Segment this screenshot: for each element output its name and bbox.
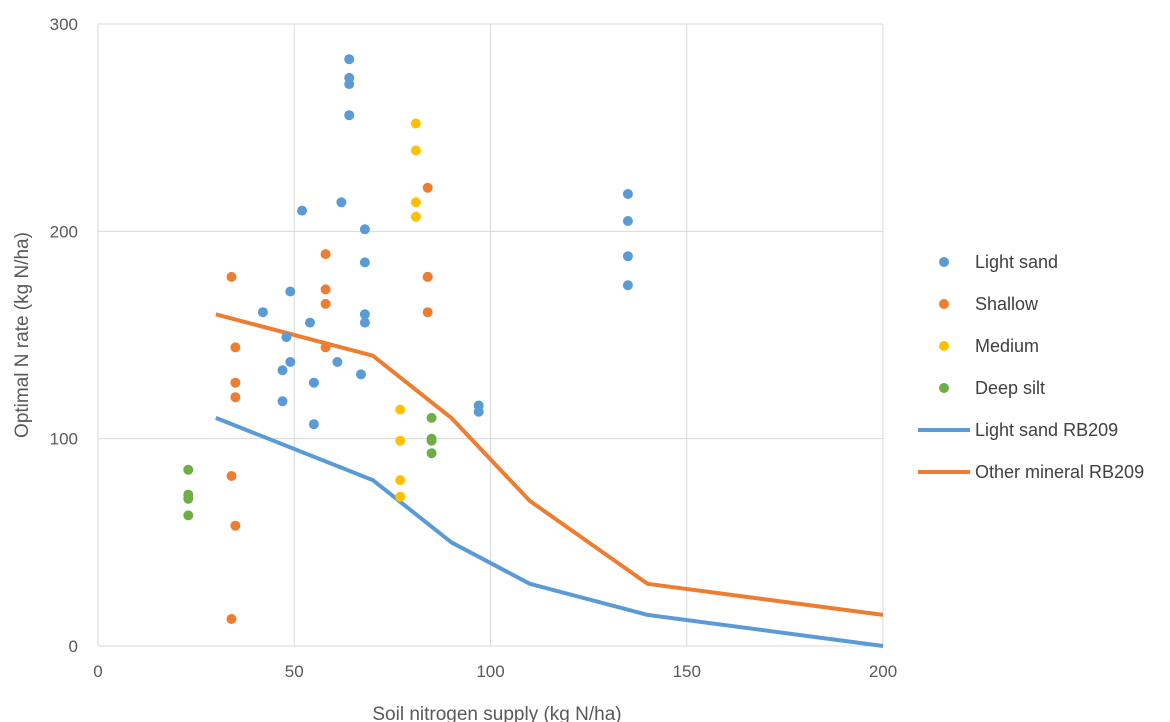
point-light-sand bbox=[359, 317, 370, 328]
point-light-sand bbox=[622, 280, 633, 291]
point-light-sand bbox=[359, 224, 370, 235]
y-tick-label: 100 bbox=[50, 430, 78, 449]
point-medium bbox=[410, 197, 421, 208]
point-light-sand bbox=[336, 197, 347, 208]
point-medium bbox=[395, 475, 406, 486]
legend-label: Shallow bbox=[975, 294, 1039, 314]
point-shallow bbox=[230, 392, 241, 403]
point-medium bbox=[395, 435, 406, 446]
point-shallow bbox=[230, 342, 241, 353]
line-light-sand-rb209 bbox=[215, 416, 884, 648]
legend-marker bbox=[939, 383, 949, 393]
point-light-sand bbox=[305, 317, 315, 328]
y-tick-label: 200 bbox=[50, 222, 78, 241]
x-axis-ticks: 0 50 100 150 200 bbox=[93, 662, 897, 681]
point-shallow bbox=[226, 471, 237, 481]
point-deep-silt bbox=[183, 493, 194, 504]
point-light-sand bbox=[281, 332, 292, 343]
point-light-sand bbox=[344, 79, 355, 90]
y-axis-title: Optimal N rate (kg N/ha) bbox=[12, 232, 33, 438]
x-axis-title: Soil nitrogen supply (kg N/ha) bbox=[372, 704, 621, 722]
legend-label: Other mineral RB209 bbox=[975, 462, 1144, 482]
point-medium bbox=[410, 118, 421, 129]
line-other-mineral-rb209 bbox=[215, 312, 884, 617]
point-shallow bbox=[320, 298, 331, 309]
point-light-sand bbox=[277, 365, 288, 376]
legend-label: Deep silt bbox=[975, 378, 1045, 398]
point-light-sand bbox=[257, 307, 268, 318]
point-light-sand bbox=[359, 309, 370, 320]
legend-label: Light sand bbox=[975, 252, 1058, 272]
point-light-sand bbox=[344, 110, 355, 121]
point-shallow bbox=[230, 377, 241, 388]
legend-label: Medium bbox=[975, 336, 1039, 356]
y-tick-label: 0 bbox=[69, 637, 78, 656]
x-tick-label: 0 bbox=[93, 662, 102, 681]
x-tick-label: 200 bbox=[869, 662, 897, 681]
point-light-sand bbox=[622, 251, 633, 262]
point-light-sand bbox=[622, 216, 633, 226]
point-light-sand bbox=[285, 357, 296, 367]
gridlines bbox=[97, 23, 884, 647]
point-deep-silt bbox=[183, 464, 194, 475]
series-points bbox=[183, 54, 633, 624]
series-lines bbox=[215, 312, 884, 648]
y-axis-ticks: 0 100 200 300 bbox=[50, 15, 78, 656]
x-tick-label: 50 bbox=[285, 662, 304, 681]
x-tick-label: 150 bbox=[673, 662, 701, 681]
point-light-sand bbox=[332, 357, 343, 367]
point-shallow bbox=[422, 307, 433, 318]
legend: Light sand Shallow Medium Deep silt Light sa… bbox=[918, 252, 1144, 482]
point-deep-silt bbox=[183, 510, 194, 521]
point-shallow bbox=[320, 342, 331, 353]
point-shallow bbox=[226, 271, 237, 282]
legend-label: Light sand RB209 bbox=[975, 420, 1118, 440]
point-medium bbox=[395, 404, 406, 415]
point-light-sand bbox=[473, 406, 484, 417]
point-medium bbox=[410, 211, 421, 222]
point-light-sand bbox=[277, 396, 288, 407]
point-light-sand bbox=[622, 189, 633, 199]
point-light-sand bbox=[285, 286, 296, 297]
point-medium bbox=[395, 491, 406, 502]
point-light-sand bbox=[344, 54, 355, 65]
point-medium bbox=[410, 145, 421, 156]
point-light-sand bbox=[308, 377, 319, 388]
point-light-sand bbox=[308, 419, 319, 430]
point-shallow bbox=[320, 249, 331, 260]
point-light-sand bbox=[356, 369, 366, 380]
x-tick-label: 100 bbox=[476, 662, 504, 681]
legend-marker bbox=[939, 299, 949, 309]
legend-marker bbox=[939, 341, 949, 351]
point-light-sand bbox=[297, 205, 308, 216]
legend-marker bbox=[939, 257, 949, 267]
y-tick-label: 300 bbox=[50, 15, 78, 34]
point-shallow bbox=[230, 520, 241, 531]
point-shallow bbox=[422, 182, 433, 193]
point-shallow bbox=[320, 284, 331, 295]
point-deep-silt bbox=[426, 435, 437, 446]
point-light-sand bbox=[359, 257, 370, 268]
point-deep-silt bbox=[426, 412, 437, 423]
point-shallow bbox=[422, 271, 433, 282]
point-shallow bbox=[226, 614, 237, 624]
point-deep-silt bbox=[426, 448, 437, 459]
